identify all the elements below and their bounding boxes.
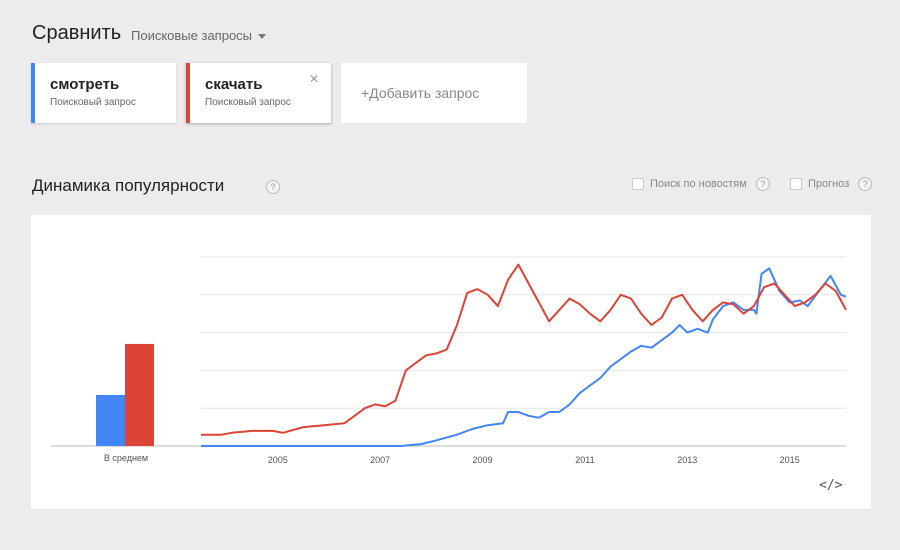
add-query-button[interactable]: +Добавить запрос xyxy=(341,63,527,123)
term-color-bar xyxy=(186,63,190,123)
term-label: смотреть xyxy=(50,76,120,93)
news-checkbox[interactable] xyxy=(632,178,644,191)
page-title: Сравнить xyxy=(32,22,122,44)
help-icon[interactable]: ? xyxy=(266,180,280,194)
term-color-bar xyxy=(31,63,35,123)
x-tick-label: 2015 xyxy=(780,455,800,465)
x-tick-label: 2011 xyxy=(575,455,594,465)
interest-over-time-chart: В среднем 2005 2007 2009 2011 2013 2015 </> xyxy=(31,215,871,509)
term-type: Поисковый запрос xyxy=(205,97,291,108)
series-line xyxy=(201,267,847,447)
caret-down-icon xyxy=(258,34,267,40)
x-tick-label: 2005 xyxy=(268,455,288,465)
help-icon[interactable]: ? xyxy=(755,177,770,191)
average-label: В среднем xyxy=(104,453,148,463)
queries-type-dropdown[interactable]: Поисковые запросы xyxy=(131,28,267,43)
term-card-skachat[interactable]: скачать Поисковый запрос ✕ xyxy=(186,63,331,123)
x-tick-label: 2009 xyxy=(473,455,493,465)
average-bar xyxy=(96,394,125,446)
close-icon[interactable]: ✕ xyxy=(308,72,319,86)
section-title: Динамика популярности xyxy=(32,176,225,195)
term-type: Поисковый запрос xyxy=(50,97,136,108)
forecast-checkbox[interactable] xyxy=(790,178,802,191)
forecast-option-label: Прогноз xyxy=(808,178,850,190)
term-card-smotret[interactable]: смотреть Поисковый запрос xyxy=(31,63,176,123)
embed-code-icon[interactable]: </> xyxy=(819,478,843,493)
forecast-option[interactable]: Прогноз ? xyxy=(790,177,873,191)
news-option-label: Поиск по новостям xyxy=(650,178,747,190)
news-search-option[interactable]: Поиск по новостям ? xyxy=(632,177,770,191)
queries-type-label: Поисковые запросы xyxy=(131,28,253,43)
term-label: скачать xyxy=(205,76,263,93)
help-icon[interactable]: ? xyxy=(858,177,873,191)
x-tick-label: 2007 xyxy=(370,455,390,465)
series-line xyxy=(201,263,847,436)
x-tick-label: 2013 xyxy=(677,455,697,465)
average-bar xyxy=(125,343,154,446)
chart-svg: В среднем 2005 2007 2009 2011 2013 2015 xyxy=(51,256,847,465)
